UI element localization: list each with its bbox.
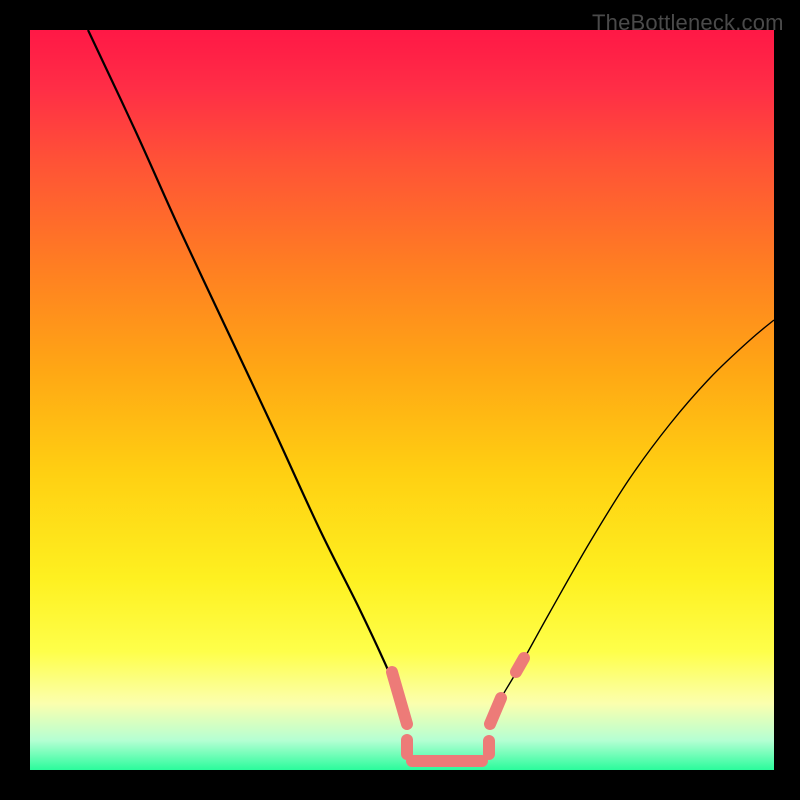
left-descending-curve — [88, 30, 407, 725]
overlay-segments — [392, 658, 524, 761]
overlay-segment — [516, 658, 524, 672]
plot-group — [88, 30, 774, 761]
overlay-segment — [392, 672, 407, 724]
right-ascending-curve — [490, 320, 774, 722]
overlay-segment — [490, 698, 501, 724]
curves-layer — [0, 0, 800, 800]
